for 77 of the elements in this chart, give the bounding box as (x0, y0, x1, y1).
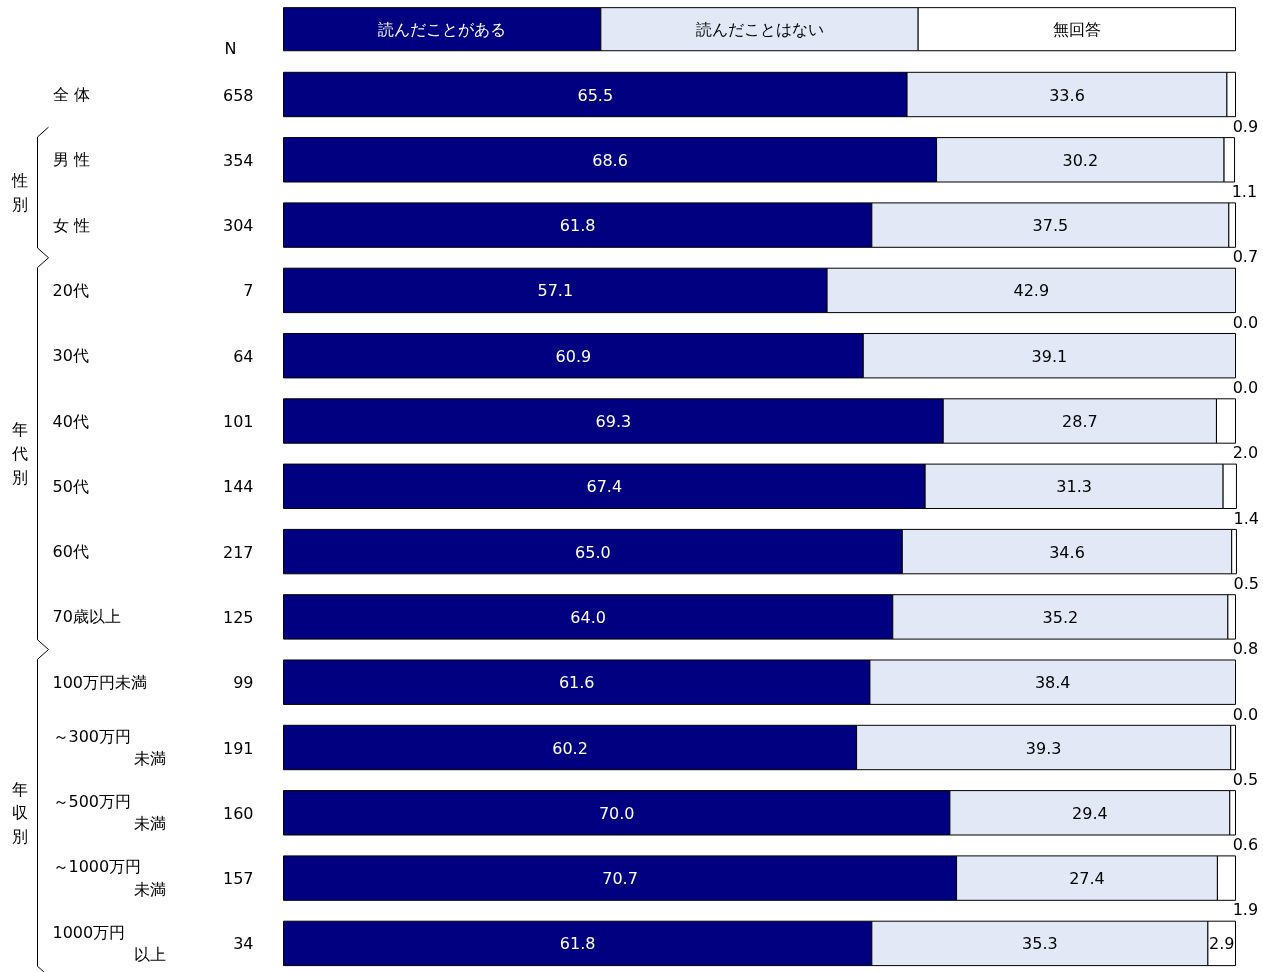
data-label: 61.8 (559, 934, 596, 954)
y-tick-label: 60代 (52, 542, 89, 562)
data-label: 0.5 (1233, 573, 1260, 593)
data-label: 0.7 (1232, 247, 1259, 267)
y-tick-label: 50代 (52, 476, 89, 496)
data-label: 0.8 (1232, 639, 1259, 659)
data-label: 0.5 (1232, 769, 1259, 789)
data-label: 0.0 (1232, 704, 1259, 724)
text: 99 (233, 673, 254, 693)
data-label: 33.6 (1049, 85, 1085, 105)
data-label: 27.4 (1069, 869, 1105, 889)
data-label: 64.0 (570, 607, 606, 627)
data-label: 70.7 (602, 869, 638, 889)
data-label: 57.1 (537, 281, 574, 301)
text: 7 (243, 281, 254, 301)
text: 34 (233, 934, 254, 954)
data-label: 70.0 (598, 803, 635, 823)
y-tick-label: 40代 (52, 411, 89, 431)
text: N (224, 39, 237, 59)
y-tick-label: 1000万円以上 (52, 922, 166, 964)
data-label: 60.9 (555, 346, 592, 366)
text: 160 (222, 803, 254, 823)
text: 658 (222, 85, 254, 105)
data-label: 0.0 (1232, 312, 1259, 332)
data-label: 30.2 (1062, 150, 1099, 170)
text: 191 (222, 738, 254, 758)
data-label: 28.7 (1062, 412, 1098, 431)
data-label: 0.0 (1232, 378, 1259, 398)
y-tick-label: 男 性 (52, 150, 90, 170)
data-label: 61.6 (558, 673, 595, 693)
y-tick-label: ～1000万円未満 (52, 857, 166, 899)
text: 354 (222, 150, 254, 170)
data-label: 1.9 (1232, 900, 1259, 920)
text: 読んだことはない (695, 19, 824, 39)
data-label: 31.3 (1056, 477, 1092, 497)
y-tick-label: 100万円未満 (52, 672, 148, 692)
text: 64 (233, 346, 254, 366)
text: 304 (222, 216, 254, 236)
data-label: 1.4 (1233, 508, 1260, 528)
text: 125 (222, 607, 254, 627)
y-tick-label: 全 体 (52, 85, 90, 104)
data-label: 38.4 (1034, 673, 1071, 693)
data-label: 37.5 (1032, 216, 1069, 236)
data-label: 67.4 (586, 477, 623, 497)
data-label: 0.6 (1232, 835, 1259, 855)
data-label: 61.8 (559, 216, 596, 236)
text: 217 (222, 542, 254, 562)
text: 読んだことがある (378, 19, 507, 39)
text: 年代別 (10, 420, 28, 487)
data-label: 42.9 (1013, 281, 1050, 301)
data-label: 60.2 (552, 738, 588, 758)
data-label: 34.6 (1049, 542, 1085, 562)
text: 144 (222, 477, 254, 497)
data-label: 39.1 (1031, 346, 1068, 366)
data-label: 69.3 (595, 412, 632, 431)
y-tick-label: 30代 (52, 346, 89, 366)
y-tick-label: 女 性 (52, 215, 90, 235)
y-tick-label: 20代 (52, 280, 89, 300)
text: 157 (222, 869, 254, 889)
data-label: 65.5 (577, 85, 614, 105)
data-label: 2.0 (1232, 443, 1259, 463)
data-label: 0.9 (1232, 116, 1259, 136)
data-label: 1.1 (1231, 182, 1258, 202)
data-label: 2.9 (1208, 934, 1235, 954)
data-label: 35.3 (1022, 934, 1058, 954)
text: 年収別 (11, 779, 28, 847)
data-label: 65.0 (575, 542, 611, 562)
data-label: 35.2 (1042, 607, 1079, 627)
text: 無回答 (1052, 19, 1101, 39)
text: 性別 (10, 171, 28, 214)
y-tick-label: ～300万円未満 (52, 726, 166, 769)
data-label: 29.4 (1072, 803, 1108, 823)
y-tick-label: ～500万円未満 (52, 792, 166, 834)
y-tick-label: 70歳以上 (52, 607, 121, 627)
data-label: 68.6 (592, 150, 628, 170)
text: 101 (222, 412, 254, 431)
data-label: 39.3 (1025, 738, 1062, 758)
